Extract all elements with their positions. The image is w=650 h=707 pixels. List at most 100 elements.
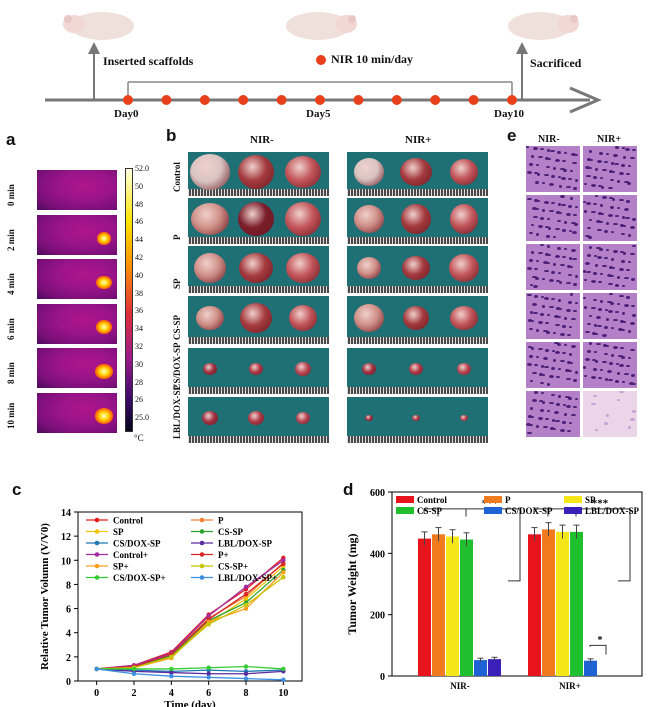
nir-day-dot — [391, 95, 402, 105]
thermal-image — [37, 214, 117, 255]
y-tick-label: 10 — [61, 556, 71, 567]
nucleus — [608, 379, 613, 381]
colorbar-tick: 38 — [135, 288, 143, 298]
thermal-image — [37, 348, 117, 388]
nucleus — [594, 351, 597, 353]
nucleus — [560, 195, 565, 198]
nucleus — [586, 175, 591, 177]
histology-image — [526, 342, 580, 388]
nucleus — [564, 317, 567, 320]
nucleus — [575, 302, 578, 304]
data-point — [131, 671, 137, 676]
nucleus — [595, 360, 598, 363]
nucleus — [529, 355, 533, 358]
nucleus — [599, 152, 603, 155]
panel-e-nir-minus: NIR- — [538, 134, 560, 145]
nucleus — [589, 150, 592, 153]
plot-frame — [391, 491, 643, 677]
nucleus — [531, 347, 534, 350]
nucleus — [573, 406, 577, 408]
histology-image — [526, 195, 580, 241]
legend-label: LBL/DOX-SP — [218, 539, 273, 549]
nucleus — [620, 251, 624, 253]
nucleus — [566, 309, 571, 312]
y-tick-label: 400 — [370, 549, 385, 560]
y-tick-label: 14 — [61, 508, 71, 519]
nucleus — [558, 272, 561, 274]
nucleus — [618, 328, 623, 331]
nucleus — [589, 342, 592, 345]
colorbar-tick: 46 — [135, 217, 143, 227]
tumor-photo-block — [188, 246, 329, 293]
nucleus — [613, 223, 618, 225]
legend-marker — [199, 517, 205, 523]
nucleus — [607, 370, 612, 373]
tumor-photo-block — [347, 152, 488, 196]
nucleus — [558, 203, 561, 206]
nucleus — [573, 214, 577, 216]
nucleus — [615, 311, 619, 313]
nucleus — [561, 204, 566, 206]
nucleus — [535, 208, 539, 210]
nucleus — [584, 183, 587, 185]
nucleus — [604, 353, 608, 355]
nucleus — [534, 268, 538, 270]
nucleus — [575, 398, 578, 400]
nucleus — [530, 407, 533, 410]
legend-swatch — [396, 507, 414, 514]
y-tick-label: 200 — [370, 611, 385, 622]
nucleus — [556, 307, 560, 310]
colorbar-tick: 36 — [135, 306, 143, 316]
nucleus — [557, 316, 561, 318]
nucleus — [567, 334, 571, 336]
data-point — [243, 602, 249, 608]
data-point — [169, 670, 174, 675]
nucleus — [620, 224, 624, 227]
legend-label: SP — [585, 495, 596, 505]
nucleus — [547, 218, 550, 220]
nucleus — [624, 373, 629, 375]
nucleus — [555, 228, 560, 230]
nucleus — [550, 427, 554, 430]
nucleus — [608, 283, 613, 285]
legend-swatch — [564, 507, 582, 514]
histology-image — [526, 146, 580, 192]
nucleus — [608, 310, 613, 313]
nucleus — [617, 303, 620, 305]
tumor — [196, 306, 224, 330]
nucleus — [527, 171, 532, 174]
nucleus — [591, 184, 596, 187]
nucleus — [555, 255, 560, 258]
nucleus — [623, 252, 626, 255]
tumor-photo-block — [188, 198, 329, 244]
bar — [488, 659, 501, 676]
colorbar-tick: 30 — [135, 359, 143, 369]
nucleus — [617, 276, 620, 279]
nucleus — [536, 356, 539, 358]
nucleus — [567, 430, 571, 432]
significance-bracket — [533, 508, 631, 582]
nir-schedule-label: NIR 10 min/day — [331, 52, 414, 66]
y-tick-label: 2 — [66, 653, 71, 664]
nucleus — [624, 208, 629, 211]
nucleus — [610, 206, 614, 209]
nucleus — [558, 299, 561, 302]
nucleus — [542, 401, 545, 404]
panel-e-nir-plus: NIR+ — [597, 134, 622, 145]
legend-swatch — [484, 507, 502, 514]
tumor — [191, 203, 229, 235]
tumor — [285, 202, 321, 236]
legend-marker — [199, 540, 205, 546]
nucleus — [575, 371, 578, 374]
nir-day-dot — [123, 95, 133, 105]
nucleus — [559, 185, 562, 188]
legend-marker — [94, 540, 100, 546]
nucleus — [551, 175, 555, 178]
nucleus — [589, 246, 592, 249]
legend-marker — [199, 529, 205, 534]
significance-star-small: * — [598, 635, 603, 646]
nucleus — [620, 347, 624, 349]
nucleus — [537, 200, 540, 202]
nucleus — [585, 166, 590, 169]
nucleus — [598, 185, 602, 187]
